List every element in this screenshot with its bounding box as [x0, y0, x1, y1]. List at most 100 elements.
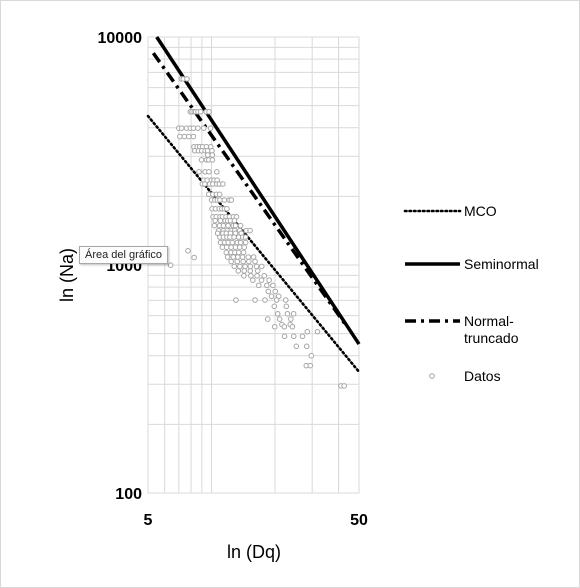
- data-point: [307, 362, 314, 369]
- data-point: [167, 262, 174, 268]
- data-point: [271, 323, 278, 330]
- data-point: [266, 277, 272, 283]
- data-point: [195, 125, 201, 131]
- data-point: [254, 272, 260, 279]
- data-point: [242, 239, 249, 246]
- data-point: [264, 282, 270, 289]
- data-point: [220, 181, 226, 187]
- data-point: [223, 244, 230, 250]
- data-point: [234, 258, 241, 265]
- x-tick-label: 50: [350, 512, 368, 529]
- series-line-normal: [151, 52, 347, 326]
- data-point: [236, 244, 243, 250]
- data-point: [242, 263, 248, 270]
- legend-swatch-datos: [429, 373, 435, 379]
- legend-label-normal: Normal-truncado: [464, 313, 519, 346]
- data-point: [304, 328, 311, 335]
- series-line-seminormal: [155, 36, 361, 346]
- data-point: [290, 310, 297, 317]
- data-point: [252, 297, 258, 303]
- data-point: [261, 272, 268, 279]
- data-point: [255, 282, 262, 289]
- data-point: [237, 263, 243, 270]
- data-point: [204, 152, 211, 158]
- data-point: [239, 254, 246, 260]
- data-point: [231, 234, 237, 240]
- data-point: [240, 249, 247, 256]
- data-point: [250, 277, 256, 283]
- data-point: [206, 169, 212, 175]
- chart-area-tooltip: Área del gráfico: [79, 246, 169, 264]
- data-point: [190, 133, 197, 140]
- data-point: [217, 217, 224, 224]
- data-point: [281, 323, 288, 330]
- data-point: [185, 133, 192, 140]
- data-point: [248, 272, 254, 279]
- data-point: [202, 181, 208, 187]
- data-point: [283, 303, 290, 310]
- legend[interactable]: MCO Seminormal Normal-truncado Datos: [403, 203, 539, 384]
- grid: [147, 36, 360, 494]
- data-point: [276, 316, 283, 322]
- data-point: [253, 263, 260, 270]
- y-tick-label: 10000: [98, 30, 143, 47]
- data-point: [240, 258, 246, 265]
- data-point: [241, 272, 247, 279]
- data-point: [314, 328, 321, 335]
- legend-label-mco: MCO: [464, 203, 497, 219]
- data-point: [273, 297, 280, 303]
- data-point: [250, 254, 257, 260]
- data-point: [247, 268, 254, 274]
- data-point: [185, 248, 191, 254]
- data-point: [271, 303, 278, 310]
- data-point: [235, 249, 242, 256]
- data-point: [217, 197, 223, 203]
- data-point: [289, 323, 296, 330]
- data-point: [264, 316, 271, 322]
- data-point: [209, 152, 216, 158]
- legend-label-datos: Datos: [464, 368, 501, 384]
- data-point: [232, 222, 239, 229]
- data-point: [293, 343, 300, 350]
- data-point: [252, 258, 258, 265]
- data-point: [220, 222, 227, 229]
- data-point: [224, 205, 230, 212]
- data-point: [290, 333, 297, 340]
- data-point: [206, 108, 212, 115]
- data-point: [265, 288, 272, 295]
- data-point: [303, 343, 310, 350]
- data-point: [196, 169, 202, 175]
- data-point: [308, 352, 315, 359]
- data-point: [231, 217, 238, 224]
- data-point: [247, 263, 254, 270]
- data-point: [198, 157, 205, 163]
- data-point: [237, 239, 244, 246]
- data-point: [254, 268, 261, 274]
- data-point: [242, 234, 249, 240]
- data-point: [281, 333, 288, 340]
- data-point: [228, 197, 235, 203]
- data-point: [229, 239, 236, 246]
- data-point: [268, 293, 275, 300]
- data-point: [231, 263, 238, 270]
- series-line-mco: [146, 114, 361, 374]
- data-point: [246, 258, 252, 265]
- data-point: [270, 282, 276, 289]
- data-point: [241, 268, 248, 274]
- data-point: [212, 217, 218, 224]
- data-point: [258, 277, 265, 283]
- data-point: [237, 222, 244, 229]
- data-point: [274, 310, 281, 317]
- data-point: [230, 254, 237, 260]
- data-point: [258, 263, 265, 270]
- x-tick-label: 5: [144, 512, 153, 529]
- data-point: [216, 191, 223, 198]
- data-point: [191, 254, 197, 261]
- data-point: [233, 297, 239, 303]
- data-point: [235, 268, 242, 274]
- x-axis-title: ln (Dq): [227, 542, 281, 562]
- data-point: [178, 125, 185, 131]
